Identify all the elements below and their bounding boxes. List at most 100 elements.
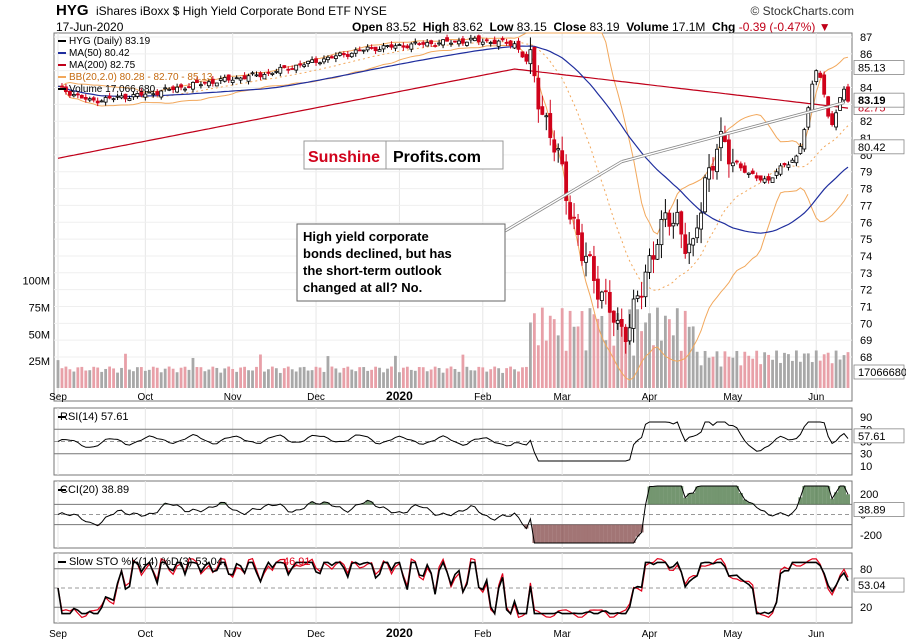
- rsi-title: RSI(14) 57.61: [60, 411, 128, 423]
- volume-bar: [314, 366, 318, 388]
- candle-body: [337, 52, 342, 56]
- candle-body: [199, 84, 203, 87]
- candle-body: [226, 74, 231, 81]
- candle-body: [111, 98, 116, 101]
- candle-body: [195, 79, 199, 84]
- watermark-box-left: [303, 140, 387, 170]
- volume-bar: [191, 357, 195, 388]
- candle-body: [262, 74, 267, 80]
- volume-bar: [485, 371, 489, 388]
- candle-body: [572, 216, 576, 219]
- volume-bar: [791, 360, 794, 388]
- ma200-line: [57, 68, 849, 159]
- volume-bar: [398, 372, 401, 388]
- legend-hyg-text: HYG (Daily) 83.19: [69, 36, 151, 47]
- candle-body: [107, 95, 112, 99]
- volume-bar: [267, 369, 270, 388]
- candle-body: [187, 86, 191, 88]
- candle-body: [524, 54, 529, 62]
- volume-bar: [80, 366, 84, 388]
- volume-bar: [175, 372, 179, 388]
- volume-bar: [675, 308, 679, 388]
- volume-bar: [215, 367, 219, 388]
- volume-bar: [588, 308, 592, 388]
- volume-bar: [259, 354, 262, 388]
- volume-bar: [699, 365, 703, 388]
- ma50-line: [57, 45, 849, 234]
- volume-bar: [211, 366, 215, 388]
- volume-bar: [104, 368, 108, 388]
- x-month-label-bottom: Dec: [307, 629, 325, 640]
- volume-bar: [171, 368, 175, 388]
- volume-bar: [596, 318, 600, 388]
- volume-bar: [751, 358, 755, 388]
- sto-k-line: [57, 560, 849, 616]
- candle-body: [278, 66, 283, 74]
- candle-body: [484, 39, 489, 42]
- volume-bar: [616, 313, 620, 388]
- volume-bar: [628, 309, 632, 388]
- volume-bar: [540, 307, 544, 388]
- candle-body: [798, 146, 803, 154]
- trendline-inner: [621, 102, 845, 163]
- volume-bar: [394, 355, 397, 388]
- candle-body: [230, 79, 235, 83]
- candle-body: [171, 86, 176, 91]
- candle-body: [91, 97, 96, 101]
- x-month-label-bottom: Feb: [474, 629, 492, 640]
- volume-bar: [187, 369, 191, 388]
- volume-bar: [56, 360, 60, 388]
- price-tick-label: 73: [860, 268, 872, 280]
- candle-body: [155, 91, 160, 96]
- candle-body: [536, 77, 541, 110]
- volume-bar: [338, 372, 342, 388]
- candle-body: [504, 41, 509, 44]
- volume-bar: [318, 367, 322, 388]
- candle-body: [163, 87, 168, 90]
- sto-value-label: 53.04: [858, 580, 886, 592]
- volume-bar: [251, 370, 254, 388]
- candle-body: [822, 74, 827, 95]
- volume-bar: [544, 340, 548, 388]
- candle-body: [472, 37, 477, 42]
- label-bb-upper-box: [853, 60, 905, 75]
- candle-body: [381, 45, 386, 50]
- candle-body: [345, 54, 350, 57]
- volume-bar: [525, 366, 528, 388]
- x-month-label-bottom: Nov: [224, 629, 242, 640]
- candle-body: [607, 291, 612, 313]
- candle-body: [60, 85, 64, 88]
- candle-body: [639, 295, 644, 298]
- volume-bar: [580, 311, 584, 388]
- volume-bar: [203, 371, 207, 388]
- volume-bar: [620, 322, 624, 388]
- price-tick-label: 76: [860, 217, 872, 229]
- volume-bar: [787, 354, 790, 388]
- candle-body: [552, 139, 557, 153]
- volume-bar: [501, 372, 505, 388]
- volume-bar: [132, 371, 135, 388]
- candle-body: [286, 68, 291, 71]
- x-month-label: Nov: [224, 392, 242, 403]
- candle-body: [564, 161, 569, 201]
- cci-tick-label: -200: [860, 530, 882, 542]
- candle-body: [786, 164, 791, 168]
- open-label: Open: [352, 20, 383, 34]
- candle-body: [377, 49, 382, 52]
- volume-bar: [842, 355, 846, 388]
- candle-body: [405, 45, 410, 49]
- volume-label: Volume: [626, 20, 669, 34]
- candle-body: [369, 47, 374, 49]
- volume-bar: [433, 366, 437, 388]
- x-month-label-bottom: Oct: [138, 629, 154, 640]
- candle-body: [222, 77, 227, 82]
- candle-body: [179, 84, 183, 88]
- candle-body: [397, 44, 402, 47]
- rsi-tick-label: 30: [860, 449, 872, 461]
- candle-body: [734, 160, 739, 163]
- volume-bar: [747, 355, 751, 388]
- volume-bar: [660, 340, 663, 388]
- candle-body: [294, 64, 299, 71]
- candle-body: [453, 40, 457, 43]
- candle-body: [270, 72, 275, 75]
